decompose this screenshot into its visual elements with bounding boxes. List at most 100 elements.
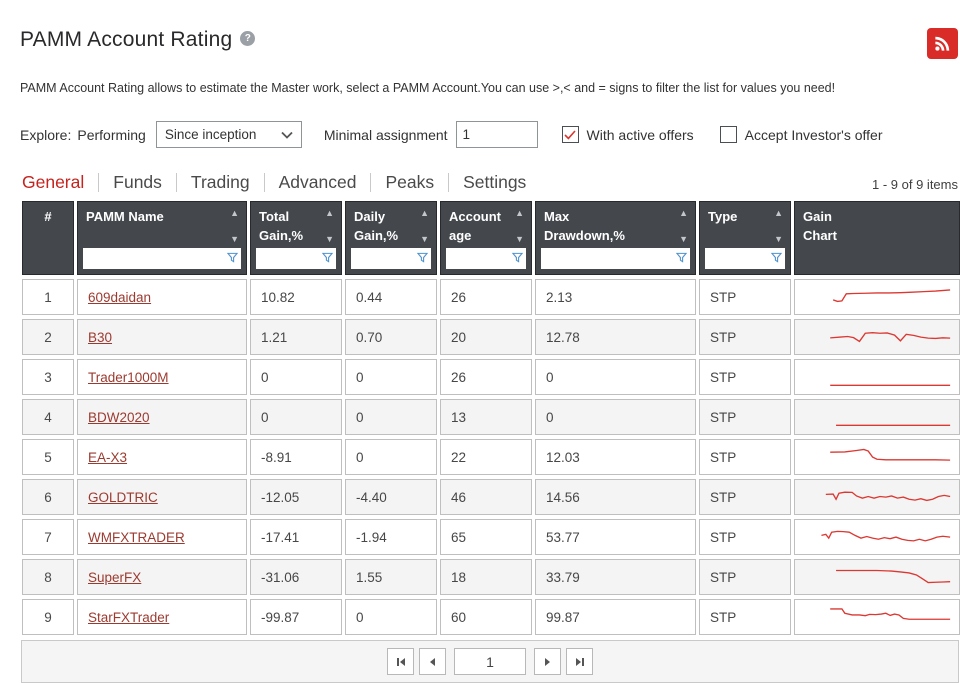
sort-desc-icon[interactable]: ▼ — [325, 234, 334, 244]
filter-input-total-gain[interactable] — [256, 248, 336, 269]
daily-gain-cell: 1.55 — [345, 559, 437, 595]
filter-funnel-icon[interactable] — [416, 252, 429, 263]
table-row: 6 GOLDTRIC -12.05 -4.40 46 14.56 STP — [22, 479, 960, 515]
sort-desc-icon[interactable]: ▼ — [420, 234, 429, 244]
sort-asc-icon[interactable]: ▲ — [325, 208, 334, 218]
pamm-name-link[interactable]: EA-X3 — [88, 449, 128, 465]
tab-general[interactable]: General — [22, 172, 85, 192]
gain-chart-cell — [794, 439, 960, 475]
filter-input-pamm-name[interactable] — [83, 248, 241, 269]
max-drawdown-cell: 53.77 — [535, 519, 696, 555]
pamm-name-link[interactable]: StarFXTrader — [88, 609, 170, 625]
accept-investors-offer-label: Accept Investor's offer — [744, 126, 883, 143]
tab-separator — [175, 173, 177, 192]
pamm-name-link[interactable]: SuperFX — [88, 569, 142, 585]
row-number-cell: 5 — [22, 439, 74, 475]
type-cell: STP — [699, 319, 791, 355]
type-cell: STP — [699, 559, 791, 595]
performing-label: Performing — [77, 126, 146, 143]
tab-advanced[interactable]: Advanced — [278, 172, 357, 192]
column-header-pamm-name[interactable]: PAMM Name ▲ ▼ — [77, 201, 247, 275]
pamm-name-link[interactable]: 609daidan — [88, 289, 152, 305]
sort-asc-icon[interactable]: ▲ — [420, 208, 429, 218]
first-page-button[interactable] — [387, 648, 414, 675]
row-number-cell: 9 — [22, 599, 74, 635]
row-number-cell: 7 — [22, 519, 74, 555]
pamm-name-link[interactable]: GOLDTRIC — [88, 489, 158, 505]
sort-asc-icon[interactable]: ▲ — [774, 208, 783, 218]
tab-peaks[interactable]: Peaks — [385, 172, 435, 192]
total-gain-cell: -17.41 — [250, 519, 342, 555]
pagination-bar — [21, 640, 959, 683]
rss-button[interactable] — [927, 28, 958, 59]
filter-input-account-age[interactable] — [446, 248, 526, 269]
with-active-offers-checkbox[interactable]: With active offers — [561, 126, 694, 143]
filter-funnel-icon[interactable] — [675, 252, 688, 263]
last-page-button[interactable] — [566, 648, 593, 675]
filter-funnel-icon[interactable] — [321, 252, 334, 263]
column-header-total-gain[interactable]: Total Gain,% ▲ ▼ — [250, 201, 342, 275]
column-header-max-drawdown[interactable]: Max Drawdown,% ▲ ▼ — [535, 201, 696, 275]
tab-separator — [370, 173, 372, 192]
minimal-assignment-input[interactable] — [455, 121, 538, 148]
table-row: 2 B30 1.21 0.70 20 12.78 STP — [22, 319, 960, 355]
sort-desc-icon[interactable]: ▼ — [230, 234, 239, 244]
explore-label: Explore: — [20, 126, 72, 143]
period-select[interactable]: Since inception — [155, 121, 302, 148]
tab-settings[interactable]: Settings — [463, 172, 527, 192]
tab-trading[interactable]: Trading — [190, 172, 250, 192]
max-drawdown-cell: 0 — [535, 399, 696, 435]
daily-gain-cell: 0 — [345, 399, 437, 435]
row-number-cell: 2 — [22, 319, 74, 355]
items-count: 1 - 9 of 9 items — [872, 177, 958, 192]
filter-input-max-drawdown[interactable] — [541, 248, 690, 269]
pamm-name-cell: B30 — [77, 319, 247, 355]
pamm-name-link[interactable]: WMFXTRADER — [88, 529, 185, 545]
max-drawdown-cell: 12.78 — [535, 319, 696, 355]
next-page-button[interactable] — [534, 648, 561, 675]
account-age-cell: 20 — [440, 319, 532, 355]
pager — [387, 648, 593, 675]
page-title: PAMM Account Rating — [20, 28, 233, 51]
max-drawdown-cell: 99.87 — [535, 599, 696, 635]
sort-asc-icon[interactable]: ▲ — [679, 208, 688, 218]
table-row: 1 609daidan 10.82 0.44 26 2.13 STP — [22, 279, 960, 315]
sort-asc-icon[interactable]: ▲ — [230, 208, 239, 218]
page-number-input[interactable] — [454, 648, 526, 675]
row-number-cell: 8 — [22, 559, 74, 595]
help-icon[interactable] — [240, 31, 256, 46]
filter-funnel-icon[interactable] — [770, 252, 783, 263]
filter-funnel-icon[interactable] — [511, 252, 524, 263]
max-drawdown-cell: 0 — [535, 359, 696, 395]
type-cell: STP — [699, 399, 791, 435]
column-header-type[interactable]: Type ▲ ▼ — [699, 201, 791, 275]
filter-input-daily-gain[interactable] — [351, 248, 431, 269]
max-drawdown-cell: 33.79 — [535, 559, 696, 595]
sort-desc-icon[interactable]: ▼ — [774, 234, 783, 244]
tab-funds[interactable]: Funds — [113, 172, 162, 192]
row-number-cell: 1 — [22, 279, 74, 315]
filter-input-type[interactable] — [705, 248, 785, 269]
pamm-name-cell: StarFXTrader — [77, 599, 247, 635]
pamm-name-cell: WMFXTRADER — [77, 519, 247, 555]
gain-sparkline — [825, 491, 951, 502]
type-cell: STP — [699, 479, 791, 515]
gain-sparkline — [836, 424, 951, 426]
accept-investors-offer-checkbox[interactable]: Accept Investor's offer — [719, 126, 883, 143]
filter-funnel-icon[interactable] — [226, 252, 239, 263]
column-header-daily-gain[interactable]: Daily Gain,% ▲ ▼ — [345, 201, 437, 275]
pamm-name-link[interactable]: BDW2020 — [88, 409, 150, 425]
pamm-name-link[interactable]: Trader1000M — [88, 369, 169, 385]
sort-desc-icon[interactable]: ▼ — [679, 234, 688, 244]
total-gain-cell: -31.06 — [250, 559, 342, 595]
account-age-cell: 60 — [440, 599, 532, 635]
tabs-bar: General Funds Trading Advanced Peaks Set… — [20, 172, 958, 193]
daily-gain-cell: 0.70 — [345, 319, 437, 355]
column-header-number: # — [22, 201, 74, 275]
sort-asc-icon[interactable]: ▲ — [515, 208, 524, 218]
with-active-offers-label: With active offers — [586, 126, 694, 143]
prev-page-button[interactable] — [419, 648, 446, 675]
column-header-account-age[interactable]: Account age ▲ ▼ — [440, 201, 532, 275]
pamm-name-link[interactable]: B30 — [88, 329, 113, 345]
sort-desc-icon[interactable]: ▼ — [515, 234, 524, 244]
